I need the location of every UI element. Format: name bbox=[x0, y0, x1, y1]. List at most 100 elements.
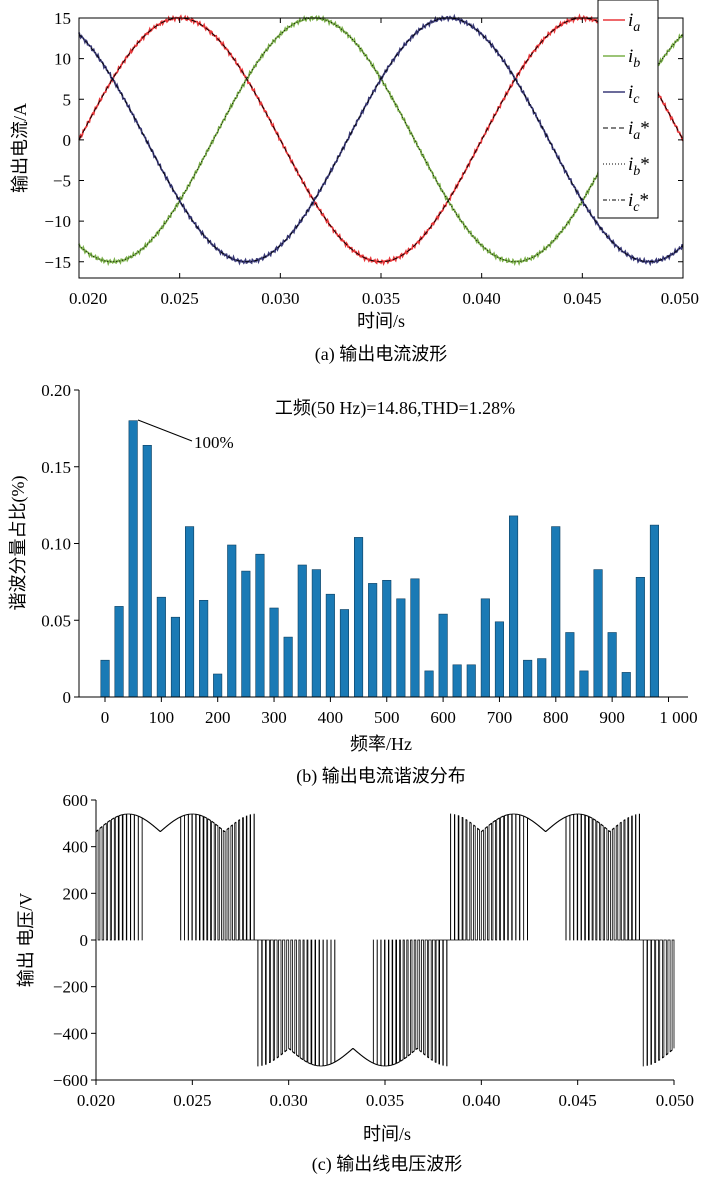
panel-c-x-tick-label: 0.035 bbox=[366, 1091, 404, 1110]
legend-label-b-ref: ib* bbox=[628, 154, 650, 179]
panel-c-y-tick-label: −600 bbox=[53, 1071, 88, 1090]
panel-b-x-tick-label: 1 000 bbox=[659, 708, 697, 727]
panel-a-series-a bbox=[78, 13, 684, 267]
panel-b-x-tick-label: 300 bbox=[261, 708, 287, 727]
bar-500hz bbox=[382, 579, 392, 698]
panel-a-plot-frame bbox=[78, 17, 684, 279]
bar-450hz bbox=[353, 537, 364, 698]
bar-875hz bbox=[593, 569, 603, 698]
panel-a-x-tick-label: 0.020 bbox=[69, 289, 107, 308]
legend-label-c: ic bbox=[628, 82, 640, 107]
panel-a-legend-box bbox=[597, 0, 659, 219]
legend-label-b: ib bbox=[628, 46, 640, 71]
bar-925hz bbox=[621, 672, 631, 698]
panel-c-x-tick-label: 0.020 bbox=[77, 1091, 115, 1110]
panel-c-x-axis-label: 时间/s bbox=[363, 1124, 411, 1144]
panel-a-y-ticks: 15 10 5 0 −5 −10 −15 bbox=[44, 9, 683, 272]
bar-750hz bbox=[523, 659, 533, 698]
panel-c-x-tick-label: 0.040 bbox=[462, 1091, 500, 1110]
bar-375hz bbox=[311, 569, 321, 698]
panel-a-x-tick-label: 0.025 bbox=[161, 289, 199, 308]
panel-b-x-tick-label: 0 bbox=[101, 708, 110, 727]
bar-900hz bbox=[607, 632, 617, 698]
panel-b-x-ticks: 0 100 200 300 400 500 600 700 800 900 1 000 bbox=[101, 697, 698, 727]
panel-b-y-tick-label: 0.10 bbox=[41, 535, 71, 554]
panel-a-caption: (a) 输出电流波形 bbox=[315, 344, 447, 365]
bar-150hz bbox=[185, 526, 195, 698]
panel-a-legend: ia ib ic ia* ib* ic* bbox=[597, 0, 659, 219]
panel-a-x-tick-label: 0.045 bbox=[563, 289, 601, 308]
legend-label-a: ia bbox=[628, 10, 640, 35]
panel-b-annotation: 工频(50 Hz)=14.86,THD=1.28% bbox=[275, 398, 515, 419]
panel-a-x-axis-label: 时间/s bbox=[357, 311, 405, 331]
bar-550hz bbox=[410, 578, 420, 698]
panel-b-x-tick-label: 600 bbox=[430, 708, 456, 727]
panel-b-y-axis-label: 谐波分量占比(%) bbox=[8, 476, 29, 611]
panel-c-y-tick-label: 0 bbox=[80, 931, 89, 950]
bar-175hz bbox=[199, 599, 209, 698]
panel-b-x-tick-label: 100 bbox=[149, 708, 175, 727]
panel-a-series-a-ref bbox=[78, 17, 684, 263]
panel-c-x-tick-label: 0.045 bbox=[559, 1091, 597, 1110]
panel-b-y-ticks: 0.20 0.15 0.10 0.05 0 bbox=[41, 381, 79, 707]
bar-200hz bbox=[213, 673, 223, 698]
panel-a-y-tick-label: 5 bbox=[63, 90, 72, 109]
panel-b-x-tick-label: 700 bbox=[487, 708, 513, 727]
panel-a-x-tick-label: 0.050 bbox=[661, 289, 699, 308]
panel-b-y-tick-label: 0.05 bbox=[41, 611, 71, 630]
bar-50hz bbox=[128, 420, 138, 698]
panel-c-y-tick-label: 600 bbox=[63, 791, 89, 810]
bar-700hz bbox=[494, 621, 505, 698]
bar-575hz bbox=[424, 670, 434, 698]
bar-300hz bbox=[269, 607, 279, 698]
bar-25hz bbox=[114, 606, 124, 698]
panel-a-y-tick-label: −15 bbox=[44, 253, 71, 272]
bar-625hz bbox=[452, 664, 462, 698]
panel-a-series-c-ref bbox=[78, 17, 684, 263]
panel-c-x-tick-label: 0.050 bbox=[656, 1091, 694, 1110]
panel-b-x-tick-label: 400 bbox=[318, 708, 344, 727]
bar-525hz bbox=[396, 598, 406, 698]
bar-425hz bbox=[339, 609, 350, 698]
panel-a-y-tick-label: −5 bbox=[53, 172, 71, 191]
bar-600hz bbox=[438, 613, 448, 698]
panel-a-y-tick-label: 0 bbox=[63, 131, 72, 150]
legend-label-a-ref: ia* bbox=[628, 118, 650, 143]
panel-a-x-ticks: 0.020 0.025 0.030 0.035 0.040 0.045 0.050 bbox=[69, 18, 699, 308]
bar-800hz bbox=[551, 526, 561, 698]
bar-0hz bbox=[100, 659, 110, 698]
panel-b-bars bbox=[100, 420, 660, 698]
panel-b-y-tick-label: 0.20 bbox=[41, 381, 71, 400]
panel-c-y-tick-label: 200 bbox=[63, 884, 89, 903]
bar-950hz bbox=[635, 576, 645, 698]
panel-a-series-c bbox=[78, 13, 684, 267]
panel-b-x-tick-label: 800 bbox=[543, 708, 569, 727]
panel-c-x-ticks: 0.020 0.025 0.030 0.035 0.040 0.045 0.050 bbox=[77, 1080, 694, 1110]
bar-825hz bbox=[565, 632, 575, 698]
bar-125hz bbox=[170, 616, 180, 698]
legend-label-c-ref: ic* bbox=[628, 190, 649, 215]
panel-a-series bbox=[78, 13, 684, 267]
bar-675hz bbox=[480, 598, 490, 698]
bar-725hz bbox=[508, 515, 519, 698]
panel-b-x-tick-label: 900 bbox=[599, 708, 625, 727]
panel-c-y-tick-label: 400 bbox=[63, 838, 89, 857]
panel-a-y-tick-label: 15 bbox=[54, 9, 71, 28]
panel-b-callout-line bbox=[137, 419, 193, 442]
panel-c-y-tick-label: −400 bbox=[53, 1024, 88, 1043]
bar-250hz bbox=[241, 570, 251, 698]
bar-850hz bbox=[579, 670, 589, 698]
bar-225hz bbox=[227, 544, 237, 698]
panel-c-series-voltage bbox=[95, 813, 675, 1067]
bar-975hz bbox=[649, 524, 660, 698]
panel-b-callout-label: 100% bbox=[194, 433, 234, 452]
panel-a-x-tick-label: 0.035 bbox=[362, 289, 400, 308]
panel-a-series-b bbox=[78, 14, 684, 267]
panel-b-x-tick-label: 200 bbox=[205, 708, 231, 727]
panel-b: 0.20 0.15 0.10 0.05 0 0 100 200 300 400 500 600 700… bbox=[8, 381, 698, 787]
panel-a-y-tick-label: −10 bbox=[44, 212, 71, 231]
panel-c-y-ticks: 600 400 200 0 −200 −400 −600 bbox=[53, 791, 96, 1090]
panel-a-x-tick-label: 0.040 bbox=[463, 289, 501, 308]
bar-350hz bbox=[297, 564, 307, 698]
